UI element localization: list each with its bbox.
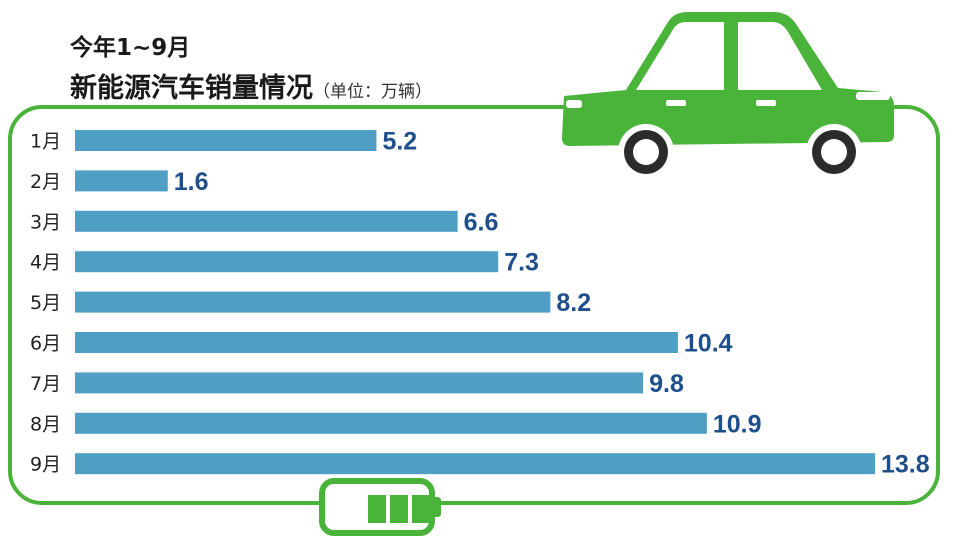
bar xyxy=(75,130,377,151)
bar xyxy=(75,412,707,434)
value-label: 9.8 xyxy=(649,370,684,398)
bar xyxy=(75,453,875,475)
value-label: 8.2 xyxy=(556,289,591,317)
bar xyxy=(75,170,168,192)
category-label: 9月 xyxy=(30,454,61,476)
bar xyxy=(75,372,644,394)
category-label: 5月 xyxy=(30,292,61,314)
value-label: 7.3 xyxy=(504,249,539,277)
category-label: 7月 xyxy=(30,373,61,395)
category-label: 3月 xyxy=(30,211,61,233)
value-label: 10.9 xyxy=(713,410,762,438)
unit-label: （单位：万辆） xyxy=(313,82,432,102)
chart-title-main: 新能源汽车销量情况 xyxy=(70,73,313,104)
chart-frame xyxy=(8,105,940,505)
value-label: 5.2 xyxy=(382,128,417,156)
bar xyxy=(75,332,678,353)
car-icon xyxy=(562,12,894,180)
bar xyxy=(75,210,458,232)
value-label: 13.8 xyxy=(881,451,930,479)
chart-title: 新能源汽车销量情况（单位：万辆） xyxy=(70,66,432,105)
category-label: 8月 xyxy=(30,413,61,435)
battery-icon xyxy=(319,478,441,536)
bar xyxy=(75,251,499,273)
category-label: 6月 xyxy=(30,333,61,355)
value-label: 1.6 xyxy=(174,168,209,196)
value-label: 10.4 xyxy=(684,330,733,358)
category-label: 4月 xyxy=(30,252,61,274)
category-label: 2月 xyxy=(30,171,61,193)
chart-supertitle: 今年1~9月 xyxy=(70,35,191,61)
category-label: 1月 xyxy=(30,131,61,153)
bar xyxy=(75,291,551,313)
value-label: 6.6 xyxy=(464,208,499,236)
